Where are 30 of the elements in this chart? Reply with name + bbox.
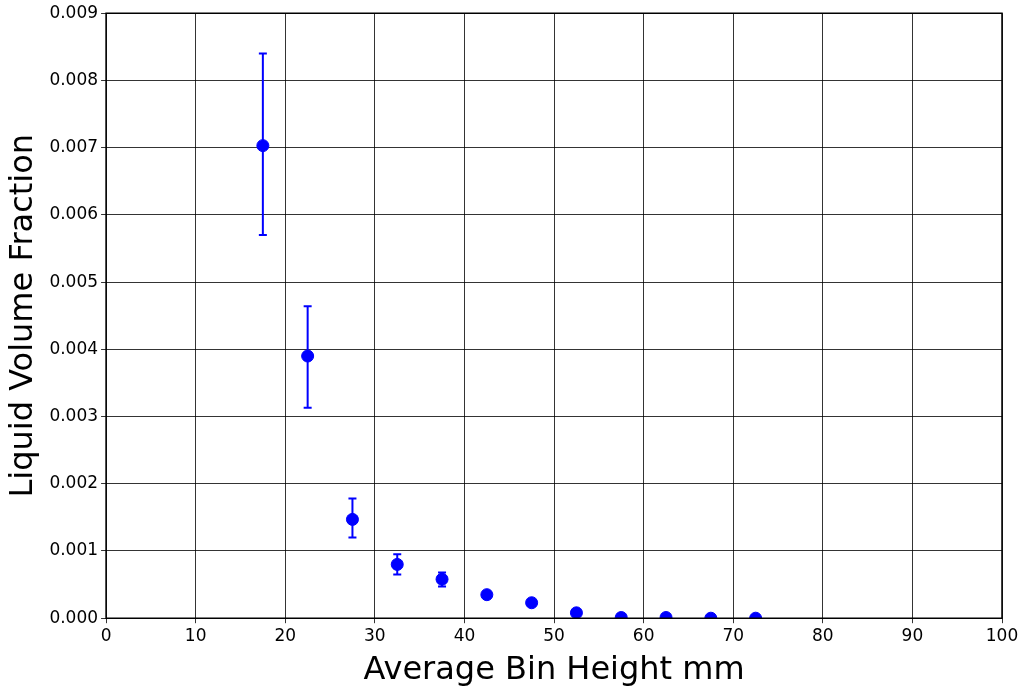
y-tick-label: 0.000 (49, 606, 99, 627)
point (301, 349, 315, 363)
y-tick-label: 0.008 (49, 68, 99, 89)
y-tick-label: 0.006 (49, 203, 99, 224)
y-axis-title: Liquid Volume Fraction (1, 133, 40, 498)
x-tick-label: 0 (100, 624, 112, 645)
y-tick-label: 0.004 (49, 337, 99, 358)
y-tick-label: 0.005 (49, 270, 99, 291)
x-tick-label: 20 (274, 624, 297, 645)
point (525, 596, 539, 610)
x-tick-label: 40 (453, 624, 476, 645)
point (256, 139, 270, 153)
point (480, 588, 494, 602)
x-tick-label: 30 (364, 624, 386, 645)
point (569, 606, 583, 619)
y-tick-label: 0.007 (49, 136, 99, 157)
x-tick-label: 70 (722, 624, 745, 645)
point (345, 512, 359, 526)
x-axis-title: Average Bin Height mm (363, 649, 745, 688)
y-tick-label: 0.003 (49, 404, 99, 425)
point (390, 557, 404, 571)
x-tick-label: 90 (901, 624, 924, 645)
x-tick-label: 10 (184, 624, 207, 645)
y-tick-label: 0.009 (49, 1, 99, 22)
y-tick-label: 0.002 (49, 472, 99, 493)
x-tick-label: 80 (811, 624, 834, 645)
x-tick-label: 100 (985, 624, 1019, 645)
y-tick-label: 0.001 (49, 539, 99, 560)
x-tick-label: 50 (543, 624, 565, 645)
x-tick-label: 60 (632, 624, 655, 645)
